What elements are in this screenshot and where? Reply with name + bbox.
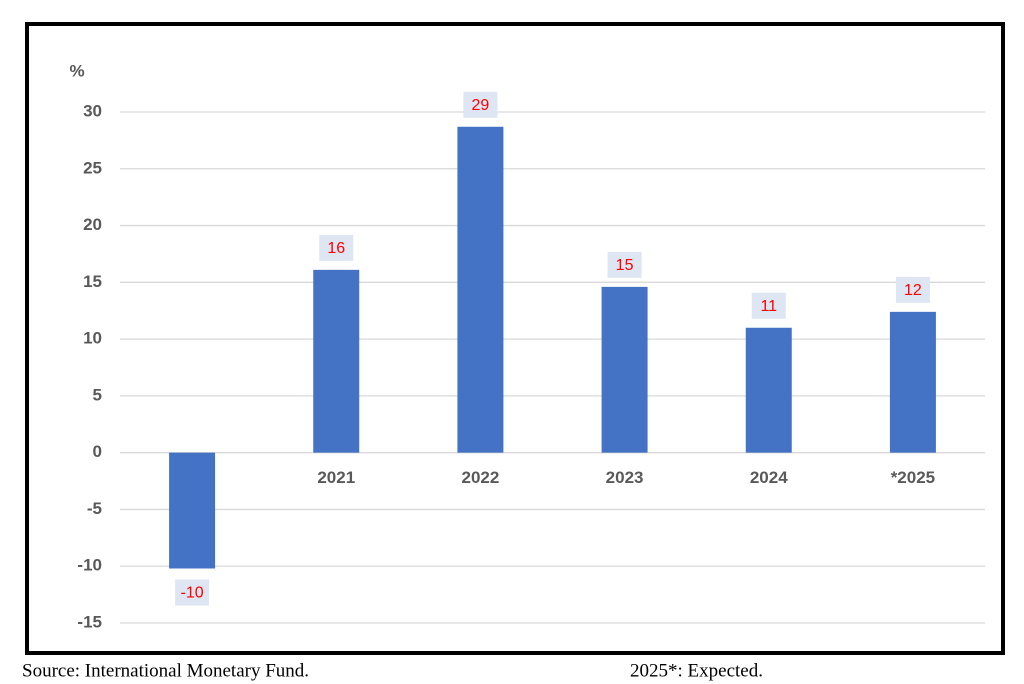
x-tick-label: *2025 (891, 468, 935, 487)
data-label-box (607, 251, 642, 278)
expected-note: 2025*: Expected. (630, 660, 763, 681)
data-label: 12 (904, 282, 922, 299)
y-tick-label: 20 (83, 215, 102, 234)
data-label: -10 (181, 585, 204, 602)
x-tick-label: 2023 (606, 468, 644, 487)
source-note: Source: International Monetary Fund. (22, 660, 309, 681)
data-label-box (175, 579, 210, 606)
x-tick-label: 2024 (750, 468, 788, 487)
bar (601, 286, 648, 453)
bar (457, 126, 504, 453)
data-label: 15 (616, 257, 634, 274)
bar (889, 311, 936, 453)
y-tick-label: 0 (93, 442, 102, 461)
x-tick-label: 2021 (317, 468, 355, 487)
data-label-box (895, 276, 930, 303)
y-tick-label: 15 (83, 272, 102, 291)
data-label-box (319, 234, 354, 261)
bar (313, 269, 360, 453)
data-label: 11 (760, 298, 777, 315)
y-tick-label: 5 (93, 385, 102, 404)
bar (169, 452, 216, 569)
y-tick-label: -5 (87, 499, 102, 518)
data-label: 29 (472, 97, 490, 114)
y-tick-label: -10 (77, 556, 102, 575)
x-tick-label: 2022 (462, 468, 500, 487)
y-tick-label: 10 (83, 329, 102, 348)
y-tick-label: -15 (77, 612, 102, 631)
bar (745, 327, 792, 453)
y-tick-label: 25 (83, 158, 102, 177)
data-label-box (751, 292, 786, 319)
y-tick-label: 30 (83, 101, 102, 120)
y-axis-label: % (69, 61, 84, 80)
data-label-box (463, 91, 498, 118)
data-label: 16 (327, 240, 345, 257)
